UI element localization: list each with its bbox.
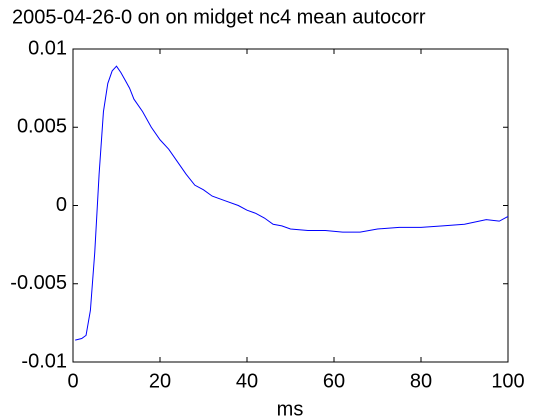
x-tick-label: 100 xyxy=(491,370,524,392)
y-tick-label: 0 xyxy=(56,194,67,216)
x-tick-label: 20 xyxy=(149,370,171,392)
x-tick-label: 60 xyxy=(323,370,345,392)
axes-frame xyxy=(72,48,509,363)
x-axis-label: ms xyxy=(277,398,304,420)
y-tick-label: -0.005 xyxy=(10,272,67,294)
chart-title: 2005-04-26-0 on on midget nc4 mean autoc… xyxy=(12,6,426,28)
data-line xyxy=(75,65,509,341)
y-tick-label: 0.005 xyxy=(17,116,67,138)
x-tick-label: 0 xyxy=(67,370,78,392)
y-tick-label: -0.01 xyxy=(21,350,67,372)
y-tick-label: 0.01 xyxy=(28,37,67,59)
x-tick-label: 80 xyxy=(410,370,432,392)
x-tick-label: 40 xyxy=(236,370,258,392)
